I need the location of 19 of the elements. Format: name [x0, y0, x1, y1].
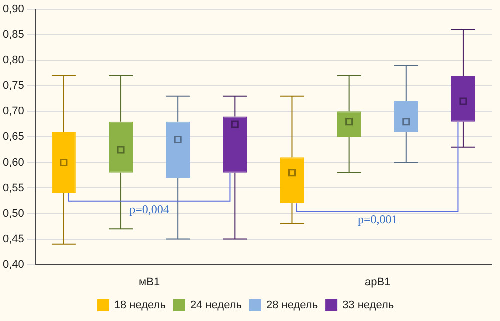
annotation: p=0,001	[358, 212, 398, 227]
y-tick-label: 0,55	[2, 182, 24, 194]
y-tick-label: 0,70	[2, 106, 24, 118]
y-tick-label: 0,75	[2, 80, 24, 92]
y-tick-label: 0,90	[2, 4, 24, 16]
x-tick-label: мВ1	[139, 276, 160, 288]
annotation: p=0,004	[130, 202, 170, 216]
x-tick-label: арВ1	[365, 276, 391, 288]
legend-label: 28 недель	[266, 300, 318, 312]
y-tick-label: 0,50	[2, 208, 24, 220]
y-tick-label: 0,45	[2, 233, 24, 246]
legend-label: 18 недель	[114, 300, 166, 312]
y-tick-label: 0,80	[2, 54, 24, 67]
y-tick-label: 0,60	[2, 156, 24, 169]
y-tick-label: 0,85	[2, 29, 24, 42]
legend-label: 33 недель	[342, 300, 394, 312]
y-tick-label: 0,40	[2, 258, 24, 271]
legend-label: 24 недель	[190, 300, 242, 312]
y-tick-label: 0,65	[2, 131, 24, 144]
